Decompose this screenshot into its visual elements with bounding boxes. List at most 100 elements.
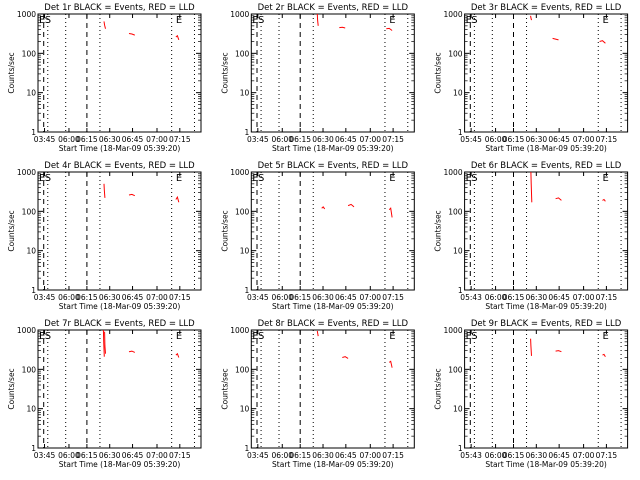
x-tick-label: 06:00 [271, 451, 293, 460]
x-tick-label: 07:15 [169, 293, 191, 302]
plot-frame [464, 13, 629, 133]
interval-marker-label: S [45, 173, 51, 184]
plot-panel: Det 8r BLACK = Events, RED = LLD 1 10 100 10… [220, 319, 415, 469]
interval-marker-label: S [45, 15, 51, 26]
plot-panel: Det 7r BLACK = Events, RED = LLD 1 10 100 10… [7, 319, 202, 469]
x-tick-label: 06:45 [122, 293, 144, 302]
x-tick-label: 06:30 [312, 135, 334, 144]
y-axis-label: Counts/sec [434, 210, 443, 251]
y-axis-label: Counts/sec [7, 368, 16, 409]
interval-marker-label: E [176, 15, 182, 26]
y-tick-label: 10 [240, 405, 250, 414]
y-tick-label: 100 [235, 207, 250, 216]
interval-marker-label: E [39, 331, 45, 342]
lld-series-line [128, 350, 136, 353]
y-tick-label: 1 [31, 286, 36, 295]
x-tick-label: 06:30 [526, 135, 548, 144]
x-tick-label: 03:45 [34, 451, 56, 460]
y-tick-label: 1000 [444, 326, 463, 335]
x-tick-label: 05:43 [460, 293, 482, 302]
y-tick-label: 100 [235, 365, 250, 374]
interval-marker-label: S [258, 331, 264, 342]
y-tick-label: 1 [245, 444, 250, 453]
x-axis-label: Start Time (18-Mar-09 05:39:20) [59, 460, 181, 469]
interval-marker-label: E [252, 173, 258, 184]
y-tick-label: 10 [453, 247, 463, 256]
x-tick-label: 05:45 [460, 135, 482, 144]
lld-series-line [103, 183, 106, 198]
x-tick-label: 06:15 [289, 293, 311, 302]
y-axis-label: Counts/sec [220, 368, 229, 409]
x-tick-label: 07:00 [359, 135, 381, 144]
x-tick-label: 07:00 [359, 451, 381, 460]
y-tick-label: 10 [26, 89, 36, 98]
y-tick-label: 1 [245, 286, 250, 295]
x-tick-label: 06:00 [485, 135, 507, 144]
y-tick-label: 100 [235, 49, 250, 58]
y-tick-label: 10 [240, 247, 250, 256]
x-axis-label: Start Time (18-Mar-09 05:39:20) [485, 144, 607, 153]
y-tick-label: 1 [458, 128, 463, 137]
lld-series-line [388, 360, 393, 368]
y-tick-label: 100 [22, 365, 37, 374]
interval-marker-label: E [39, 173, 45, 184]
x-tick-label: 06:00 [271, 293, 293, 302]
interval-marker-label: E [252, 331, 258, 342]
x-axis-label: Start Time (18-Mar-09 05:39:20) [272, 460, 394, 469]
y-tick-label: 1000 [230, 326, 249, 335]
interval-marker-label: S [471, 173, 477, 184]
x-tick-label: 06:30 [99, 293, 121, 302]
x-tick-label: 06:15 [503, 135, 525, 144]
x-tick-label: 07:00 [573, 135, 595, 144]
x-tick-label: 07:00 [573, 293, 595, 302]
y-axis-label: Counts/sec [7, 52, 16, 93]
plot-frame [37, 329, 202, 449]
plot-panel: Det 9r BLACK = Events, RED = LLD 1 10 100 10… [434, 319, 629, 469]
x-tick-label: 06:15 [76, 135, 98, 144]
x-tick-label: 06:15 [503, 293, 525, 302]
x-tick-label: 03:45 [34, 293, 56, 302]
y-axis-label: Counts/sec [434, 52, 443, 93]
x-tick-label: 07:15 [596, 293, 618, 302]
lld-series-line [102, 329, 105, 357]
lld-series-line [316, 13, 319, 26]
x-tick-label: 06:00 [58, 135, 80, 144]
x-tick-label: 07:00 [573, 451, 595, 460]
plot-panel: Det 3r BLACK = Events, RED = LLD 1 10 100 10… [434, 3, 629, 153]
plot-frame [250, 329, 415, 449]
x-axis-label: Start Time (18-Mar-09 05:39:20) [59, 144, 181, 153]
x-tick-label: 07:00 [146, 135, 168, 144]
lld-series-line [128, 33, 135, 36]
x-tick-label: 06:00 [485, 451, 507, 460]
x-tick-label: 03:45 [247, 451, 269, 460]
y-tick-label: 1000 [17, 10, 36, 19]
x-tick-label: 06:00 [58, 451, 80, 460]
lld-series-line [388, 207, 393, 218]
interval-marker-label: E [389, 15, 395, 26]
x-axis-label: Start Time (18-Mar-09 05:39:20) [59, 302, 181, 311]
lld-series-line [175, 195, 180, 203]
lld-series-line [530, 338, 532, 356]
x-tick-label: 07:15 [382, 135, 404, 144]
x-tick-label: 06:45 [548, 451, 570, 460]
x-tick-label: 06:30 [312, 451, 334, 460]
x-tick-label: 06:15 [76, 293, 98, 302]
y-tick-label: 100 [448, 49, 463, 58]
plot-panel: Det 4r BLACK = Events, RED = LLD 1 10 100 10… [7, 161, 202, 311]
y-axis-label: Counts/sec [434, 368, 443, 409]
y-tick-label: 10 [240, 89, 250, 98]
y-tick-label: 1 [245, 128, 250, 137]
x-tick-label: 06:15 [503, 451, 525, 460]
lld-series-line [530, 171, 533, 203]
x-tick-label: 06:45 [335, 451, 357, 460]
y-axis-label: Counts/sec [220, 210, 229, 251]
x-tick-label: 07:00 [146, 451, 168, 460]
y-tick-label: 100 [22, 49, 37, 58]
plot-title: Det 5r BLACK = Events, RED = LLD [258, 161, 409, 171]
x-tick-label: 06:45 [122, 135, 144, 144]
interval-marker-label: E [466, 15, 472, 26]
y-tick-label: 100 [448, 365, 463, 374]
x-tick-label: 06:30 [99, 135, 121, 144]
lld-series-line [103, 21, 106, 29]
